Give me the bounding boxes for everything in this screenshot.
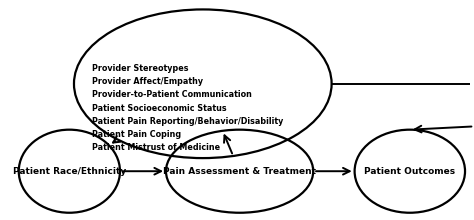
Text: Patient Outcomes: Patient Outcomes	[364, 167, 456, 176]
Text: Provider Stereotypes
Provider Affect/Empathy
Provider-to-Patient Communication
P: Provider Stereotypes Provider Affect/Emp…	[92, 64, 284, 152]
Text: Patient Race/Ethnicity: Patient Race/Ethnicity	[13, 167, 126, 176]
Text: Pain Assessment & Treatment: Pain Assessment & Treatment	[163, 167, 316, 176]
